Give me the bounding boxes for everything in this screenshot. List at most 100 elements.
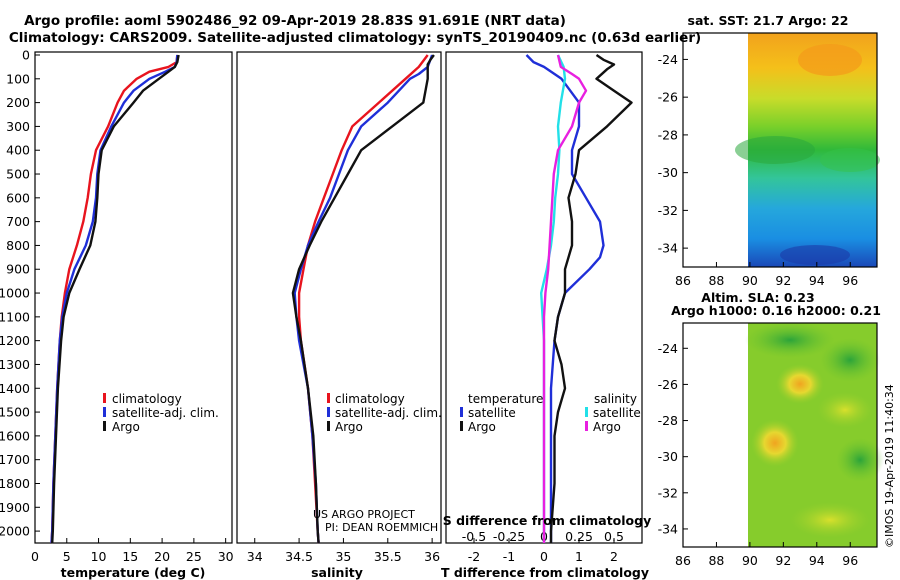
legend-label-satellite: satellite-adj. clim. [335,406,442,420]
sla-map-frame [682,322,878,548]
y-tick-label: 800 [6,238,30,253]
y-tick-label: 1000 [0,286,30,301]
y-tick-label: 2000 [0,524,30,539]
sla-mid-patch [817,392,873,428]
temperature-plot-frame [34,51,233,544]
x-tick-label: 0 [540,549,548,564]
x-tick-label: 34 [247,549,263,564]
legend-swatch-satellite [327,407,330,417]
legend-swatch-s-argo [585,421,588,431]
temperature-legend: climatology satellite-adj. clim. Argo [103,392,219,434]
s-difference-axis-label: S difference from climatology [443,513,652,528]
series-line-temperature-argo [549,54,633,543]
x-tick-label: 15 [122,549,138,564]
lon-tick-label: 94 [809,273,825,288]
lat-tick-label: -30 [658,449,678,464]
x-tick-label: 34.5 [285,549,313,564]
x-tick-label: -2 [468,549,480,564]
sla-map-subtitle: Argo h1000: 0.16 h2000: 0.21 [671,303,881,318]
s-tick-label: -0.25 [493,529,525,544]
lat-tick-label: -28 [658,127,678,142]
x-tick-label: 35 [335,549,351,564]
salinity-x-axis-label: salinity [311,565,363,580]
y-tick-label: 200 [6,95,30,110]
lon-tick-label: 88 [708,553,724,568]
sst-map-panel: sat. SST: 21.7 Argo: 22 86 88 90 92 94 96 -24 -… [658,13,880,288]
series-line-satellite-adj-clim- [50,54,179,544]
sla-high-patch [776,364,824,404]
x-tick-label: 35.5 [374,549,402,564]
y-tick-label: 0 [22,48,30,63]
legend-swatch-climatology [327,393,330,403]
sst-cold-patch [780,245,850,265]
x-tick-label: 36 [424,549,440,564]
x-tick-label: -1 [503,549,515,564]
y-tick-label: 1300 [0,357,30,372]
t-difference-axis-label: T difference from climatology [441,565,649,580]
s-tick-label: 0.5 [604,529,624,544]
lat-tick-label: -28 [658,413,678,428]
lon-tick-label: 92 [775,553,791,568]
project-annotation-line-2: PI: DEAN ROEMMICH [325,521,438,534]
series-line-salinity-argo [542,54,588,543]
series-line-climatology [297,54,429,544]
y-tick-label: 600 [6,190,30,205]
legend-label-t-satellite: satellite [468,406,516,420]
legend-swatch-satellite [103,407,106,417]
legend-title-temperature: temperature [468,392,543,406]
sla-map-title: Altim. SLA: 0.23 [701,290,814,305]
x-tick-label: 1 [575,549,583,564]
x-tick-label: 25 [186,549,202,564]
y-tick-label: 900 [6,262,30,277]
legend-label-s-argo: Argo [593,420,621,434]
sla-mid-patch [790,502,870,538]
y-tick-label: 1900 [0,500,30,515]
sst-green-patch [735,136,815,164]
legend-label-argo: Argo [112,420,140,434]
salinity-plot-frame [236,51,442,544]
series-line-climatology [50,54,179,544]
y-tick-label: 400 [6,143,30,158]
lon-tick-label: 92 [775,273,791,288]
y-tick-label: 700 [6,214,30,229]
sst-heatmap [735,33,880,267]
temperature-x-axis-label: temperature (deg C) [61,565,206,580]
legend-swatch-argo [103,421,106,431]
x-tick-label: 10 [91,549,107,564]
difference-legend: temperature satellite Argo salinity sate… [460,392,641,434]
sst-warm-patch [798,44,862,76]
lat-tick-label: -30 [658,165,678,180]
y-tick-label: 1100 [0,309,30,324]
lat-tick-label: -32 [658,203,678,218]
legend-title-salinity: salinity [594,392,637,406]
sla-low-patch [745,322,835,358]
sla-map-panel: Altim. SLA: 0.23 Argo h1000: 0.16 h2000:… [658,290,884,568]
sst-green-patch [820,148,880,172]
difference-profile-panel: -2 -1 0 1 2-0.5 -0.25 0 0.25 0.5 S difference fr… [441,51,652,580]
y-tick-label: 300 [6,119,30,134]
sla-low-patch [836,438,884,482]
y-tick-label: 100 [6,71,30,86]
s-tick-label: 0.25 [565,529,593,544]
salinity-legend: climatology satellite-adj. clim. Argo [327,392,442,434]
legend-label-s-satellite: satellite [593,406,641,420]
lon-tick-label: 90 [742,553,758,568]
series-line-temperature-satellite [525,54,605,543]
sla-heatmap [745,322,884,547]
y-tick-label: 1600 [0,428,30,443]
y-tick-label: 1500 [0,405,30,420]
series-line-argo [291,54,435,544]
temperature-profile-panel: 0 5 10 15 20 25 300100200300400500600700800900… [0,48,234,580]
lon-tick-label: 96 [842,553,858,568]
x-tick-label: 0 [31,549,39,564]
x-tick-label: 20 [154,549,170,564]
lat-tick-label: -24 [658,52,678,67]
y-tick-label: 1200 [0,333,30,348]
y-tick-label: 1400 [0,381,30,396]
lon-tick-label: 94 [809,553,825,568]
sla-high-patch [751,419,799,467]
figure-title-line-2: Climatology: CARS2009. Satellite-adjuste… [9,30,701,46]
sla-low-patch [820,338,880,382]
salinity-profile-panel: 34 34.5 35 35.5 36 salinity climatology sate… [236,51,442,580]
sst-map-title: sat. SST: 21.7 Argo: 22 [688,13,849,28]
